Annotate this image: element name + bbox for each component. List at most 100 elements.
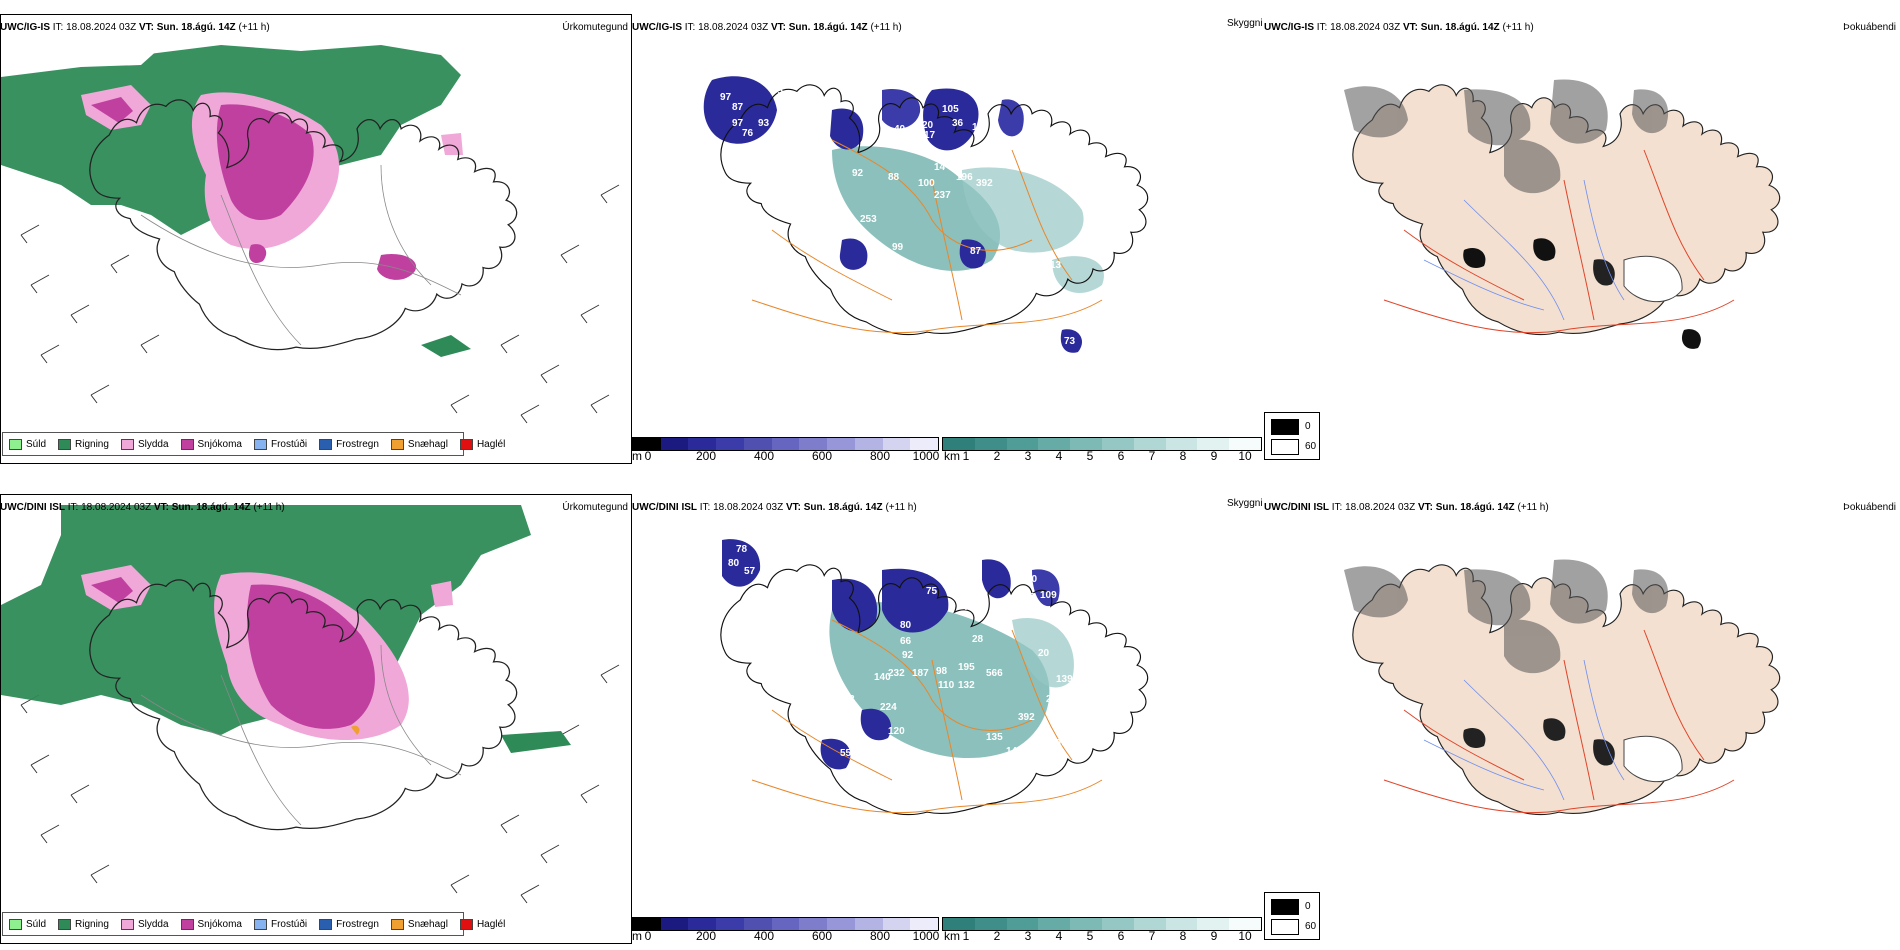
- visibility-colorbar: [942, 437, 1262, 451]
- cloud-title: Skyggni: [1227, 498, 1263, 509]
- ceiling-label: 103: [1072, 574, 1089, 585]
- panel-header: UWC/DINI ISL IT: 18.08.2024 03Z VT: Sun.…: [0, 502, 285, 513]
- fog-legend: 0 60: [1264, 412, 1320, 460]
- ceiling-label: 36: [952, 118, 964, 129]
- legend-swatch: [459, 438, 473, 450]
- ceiling-label: 97: [732, 118, 744, 129]
- legend-swatch: [180, 918, 194, 930]
- fog-legend-low: 60: [1305, 921, 1317, 932]
- fog-index-panel: UWC/IG-IS IT: 18.08.2024 03Z VT: Sun. 18…: [1264, 0, 1900, 470]
- cloud-title: Skyggni: [1227, 18, 1263, 29]
- ceiling-label: 224: [880, 702, 897, 713]
- ceiling-label: 392: [976, 178, 993, 189]
- legend-swatch: [58, 918, 72, 930]
- ceiling-label: 12: [924, 146, 936, 157]
- fog-index-panel: UWC/DINI ISL IT: 18.08.2024 03Z VT: Sun.…: [1264, 480, 1900, 950]
- legend-item: Frostúði: [253, 438, 307, 450]
- ceiling-label: 98: [936, 666, 948, 677]
- fog-swatch-low: [1271, 439, 1299, 455]
- ceiling-label: 75: [772, 86, 784, 97]
- ceiling-label: 60: [1026, 574, 1038, 585]
- fog-swatch-high: [1271, 899, 1299, 915]
- ceiling-label: 100: [918, 178, 935, 189]
- legend-item: Súld: [9, 918, 46, 930]
- ceiling-label: 93: [758, 118, 770, 129]
- snow-area: [216, 104, 314, 220]
- ceiling-label: 237: [934, 190, 951, 201]
- fog-legend: 0 60: [1264, 892, 1320, 940]
- ceiling-label: 230: [802, 162, 819, 173]
- precip-map: [1, 39, 620, 424]
- panel-header: UWC/IG-IS IT: 18.08.2024 03Z VT: Sun. 18…: [0, 22, 270, 33]
- ceiling-label: 74: [872, 262, 884, 273]
- ceiling-label: 237: [1046, 694, 1063, 705]
- panel-header: UWC/DINI ISL IT: 18.08.2024 03Z VT: Sun.…: [1264, 502, 1549, 513]
- legend-item: Slydda: [120, 438, 169, 450]
- ceiling-label: 20: [1038, 648, 1050, 659]
- precip-legend: Súld Rigning Slydda Snjókoma Frostúði Fr…: [2, 432, 505, 456]
- legend-swatch: [120, 918, 134, 930]
- ceiling-map[interactable]: 75 87 97 97 93 81 76 75 230 105 20 10 36…: [632, 0, 1264, 430]
- legend-swatch: [253, 918, 267, 930]
- legend-item: Haglél: [459, 438, 505, 450]
- visibility-colorbar: [942, 917, 1262, 931]
- ceiling-label: 109: [1040, 590, 1057, 601]
- legend-swatch: [58, 438, 72, 450]
- ceiling-label: 135: [986, 732, 1003, 743]
- forecast-row-igis: UWC/IG-IS IT: 18.08.2024 03Z VT: Sun. 18…: [0, 0, 1900, 470]
- ceiling-visibility-panel: 78 80 57 19 385 72 103 109 78 60 75 60 4…: [632, 480, 1264, 950]
- ceiling-label: 87: [970, 246, 982, 257]
- ceiling-label: 17: [924, 130, 936, 141]
- ceiling-label: 139: [1056, 674, 1073, 685]
- legend-item: Snæhagl: [390, 918, 448, 930]
- precip-map-frame[interactable]: [0, 494, 632, 944]
- ceiling-label: 120: [888, 726, 905, 737]
- fog-legend-high: 0: [1305, 421, 1311, 432]
- ceiling-label: 566: [986, 668, 1003, 679]
- ceiling-label: 23: [994, 254, 1006, 265]
- ceiling-label: 28: [972, 634, 984, 645]
- ceiling-label: 57: [744, 566, 756, 577]
- ceiling-label: 392: [1018, 712, 1035, 723]
- ceiling-label: 87: [732, 102, 744, 113]
- ceiling-label: 187: [912, 668, 929, 679]
- ceiling-label: 105: [942, 104, 959, 115]
- legend-swatch: [9, 918, 22, 930]
- ceiling-label: 40: [894, 124, 906, 135]
- legend-swatch: [390, 438, 404, 450]
- ceiling-label: 143: [1006, 746, 1023, 757]
- ceiling-label: 88: [888, 172, 900, 183]
- ceiling-label: 66: [900, 636, 912, 647]
- ceiling-label: 75: [926, 586, 938, 597]
- fog-map[interactable]: [1264, 480, 1900, 910]
- ceiling-visibility-panel: 75 87 97 97 93 81 76 75 230 105 20 10 36…: [632, 0, 1264, 470]
- ceiling-label: 75: [762, 144, 774, 155]
- ceiling-label: 196: [956, 172, 973, 183]
- fog-title: Þokuábendi: [1843, 502, 1896, 513]
- precip-map-frame[interactable]: [0, 14, 632, 464]
- ceiling-label: 132: [958, 680, 975, 691]
- legend-item: Snjókoma: [180, 918, 242, 930]
- fog-legend-low: 60: [1305, 441, 1317, 452]
- legend-item: Haglél: [459, 918, 505, 930]
- fog-map[interactable]: [1264, 0, 1900, 430]
- fog-swatch-high: [1271, 419, 1299, 435]
- precip-type-panel: UWC/DINI ISL IT: 18.08.2024 03Z VT: Sun.…: [0, 480, 632, 950]
- legend-item: Súld: [9, 438, 46, 450]
- ceiling-colorbar: [632, 917, 939, 931]
- fog-swatch-low: [1271, 919, 1299, 935]
- legend-swatch: [9, 438, 22, 450]
- ceiling-colorbar: [632, 437, 939, 451]
- legend-swatch: [319, 438, 333, 450]
- precip-legend: Súld Rigning Slydda Snjókoma Frostúði Fr…: [2, 912, 505, 936]
- ceiling-map[interactable]: 78 80 57 19 385 72 103 109 78 60 75 60 4…: [632, 480, 1264, 910]
- ceiling-label: 253: [860, 214, 877, 225]
- ceiling-unit: m: [632, 929, 642, 943]
- visibility-unit: km: [944, 449, 960, 463]
- wind-barbs: [20, 184, 620, 424]
- ceiling-label: 20: [922, 120, 934, 131]
- legend-swatch: [459, 918, 473, 930]
- panel-header: UWC/IG-IS IT: 18.08.2024 03Z VT: Sun. 18…: [632, 22, 902, 33]
- ceiling-label: 81: [776, 128, 788, 139]
- legend-item: Frostúði: [253, 918, 307, 930]
